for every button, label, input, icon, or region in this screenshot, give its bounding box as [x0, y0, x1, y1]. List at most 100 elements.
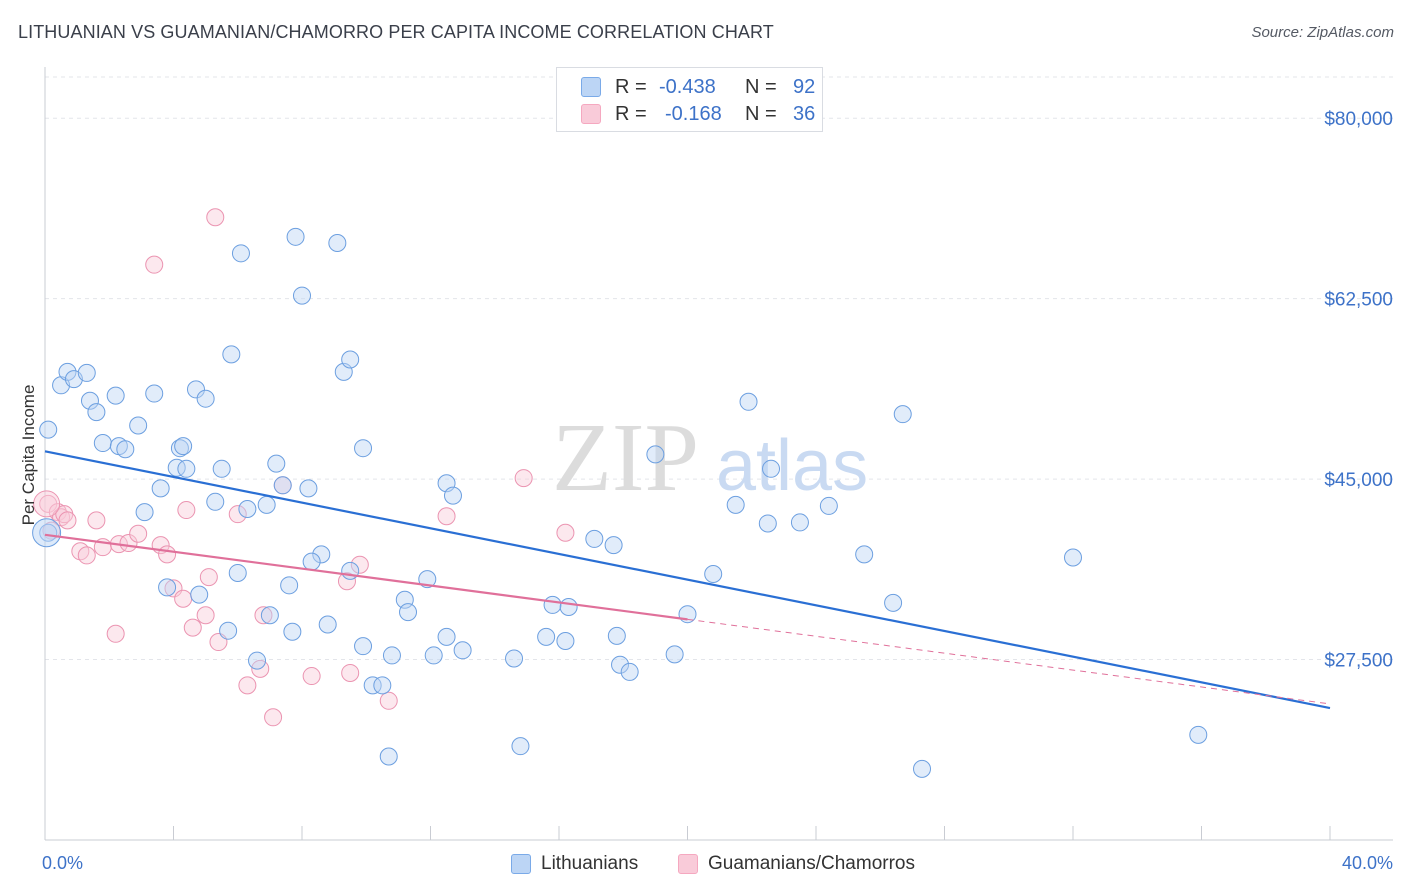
data-point	[145, 255, 164, 274]
data-point	[379, 691, 398, 710]
trend-lines	[44, 450, 1331, 710]
data-point	[437, 627, 456, 646]
data-point	[678, 605, 697, 624]
data-point	[190, 585, 209, 604]
data-point	[77, 363, 96, 382]
axes	[44, 67, 1393, 841]
data-point	[293, 286, 311, 305]
data-point	[1064, 548, 1082, 567]
data-point	[354, 637, 373, 656]
data-point	[222, 345, 241, 364]
data-point	[819, 496, 838, 515]
watermark: ZIP atlas	[552, 404, 868, 512]
x-tick-label-right: 40.0%	[1342, 853, 1393, 873]
data-point	[299, 479, 318, 498]
data-point	[87, 511, 106, 530]
y-tick-label: $62,500	[1324, 290, 1393, 311]
data-point	[186, 380, 205, 399]
watermark-atlas: atlas	[716, 426, 868, 506]
data-point	[620, 662, 639, 681]
y-tick-label: $27,500	[1324, 651, 1393, 672]
data-point	[373, 676, 392, 695]
data-point	[913, 759, 932, 778]
legend-r-value: -0.438	[659, 75, 716, 98]
chart-source: Source: ZipAtlas.com	[1251, 24, 1394, 41]
data-point	[543, 595, 562, 614]
data-point	[87, 403, 106, 422]
data-point	[129, 524, 148, 543]
bottom-legend-lithuanians: Lithuanians	[511, 852, 638, 876]
data-point	[739, 392, 758, 411]
data-point	[167, 458, 186, 477]
data-point	[318, 615, 337, 634]
data-point	[556, 632, 575, 651]
data-point	[58, 511, 77, 530]
data-point	[379, 747, 398, 766]
data-point	[665, 645, 684, 664]
data-point	[93, 434, 112, 453]
stats-legend: R = -0.438 N = 92 R = -0.168 N = 36	[556, 67, 823, 132]
trend-line-guamanians-extended	[687, 618, 1331, 705]
data-point	[254, 606, 273, 625]
data-point	[177, 459, 196, 478]
data-point	[39, 420, 58, 439]
data-point	[855, 545, 874, 564]
data-point	[33, 490, 61, 518]
data-point	[556, 523, 575, 542]
data-point	[443, 486, 462, 505]
data-point	[514, 469, 533, 488]
data-point	[199, 568, 218, 587]
data-point	[505, 649, 524, 668]
data-point	[604, 536, 623, 555]
data-point	[58, 362, 77, 381]
chart-title: LITHUANIAN VS GUAMANIAN/CHAMORRO PER CAP…	[18, 22, 774, 42]
bottom-legend-label-guamanians: Guamanians/Chamorros	[708, 853, 915, 874]
data-point	[611, 655, 630, 674]
data-point	[726, 495, 745, 514]
data-point	[219, 621, 238, 640]
data-point	[893, 405, 912, 424]
data-point	[418, 570, 437, 589]
data-point	[116, 440, 135, 459]
data-point	[174, 437, 193, 456]
data-point	[312, 545, 331, 564]
data-point	[350, 555, 369, 574]
legend-row-lithuanians: R = -0.438 N = 92	[581, 74, 815, 100]
data-point	[762, 459, 781, 478]
data-point	[585, 529, 604, 548]
data-point	[228, 563, 247, 582]
legend-r-label: R =	[615, 75, 647, 98]
bottom-legend-label-lithuanians: Lithuanians	[541, 853, 639, 874]
data-point	[264, 708, 283, 727]
data-point	[607, 626, 626, 645]
data-point	[286, 227, 305, 246]
data-point	[206, 492, 225, 511]
data-point	[437, 507, 456, 526]
data-point	[267, 454, 286, 473]
trend-line-guamanians	[44, 533, 688, 621]
y-tick-labels: $27,500 $45,000 $62,500 $80,000	[1324, 109, 1393, 671]
data-point	[302, 552, 321, 571]
legend-r-value: -0.168	[665, 102, 722, 125]
data-point	[177, 501, 196, 520]
data-point	[196, 389, 215, 408]
data-point	[228, 505, 247, 524]
data-point	[158, 578, 177, 597]
bottom-legend-guamanians: Guamanians/Chamorros	[678, 852, 915, 876]
data-point	[238, 500, 257, 519]
bottom-legend-swatch-lithuanians	[511, 854, 531, 874]
data-point	[158, 545, 177, 564]
data-point	[280, 576, 299, 595]
watermark-zip: ZIP	[552, 404, 699, 512]
data-point	[399, 603, 418, 622]
data-point	[1189, 725, 1208, 744]
y-tick-label: $80,000	[1324, 109, 1393, 130]
legend-n-value: 36	[793, 102, 816, 125]
legend-row-guamanians: R = -0.168 N = 36	[581, 101, 815, 127]
data-point	[273, 476, 292, 495]
data-point	[341, 350, 360, 369]
data-point	[453, 641, 472, 660]
data-point	[106, 624, 125, 643]
data-point	[196, 606, 215, 625]
